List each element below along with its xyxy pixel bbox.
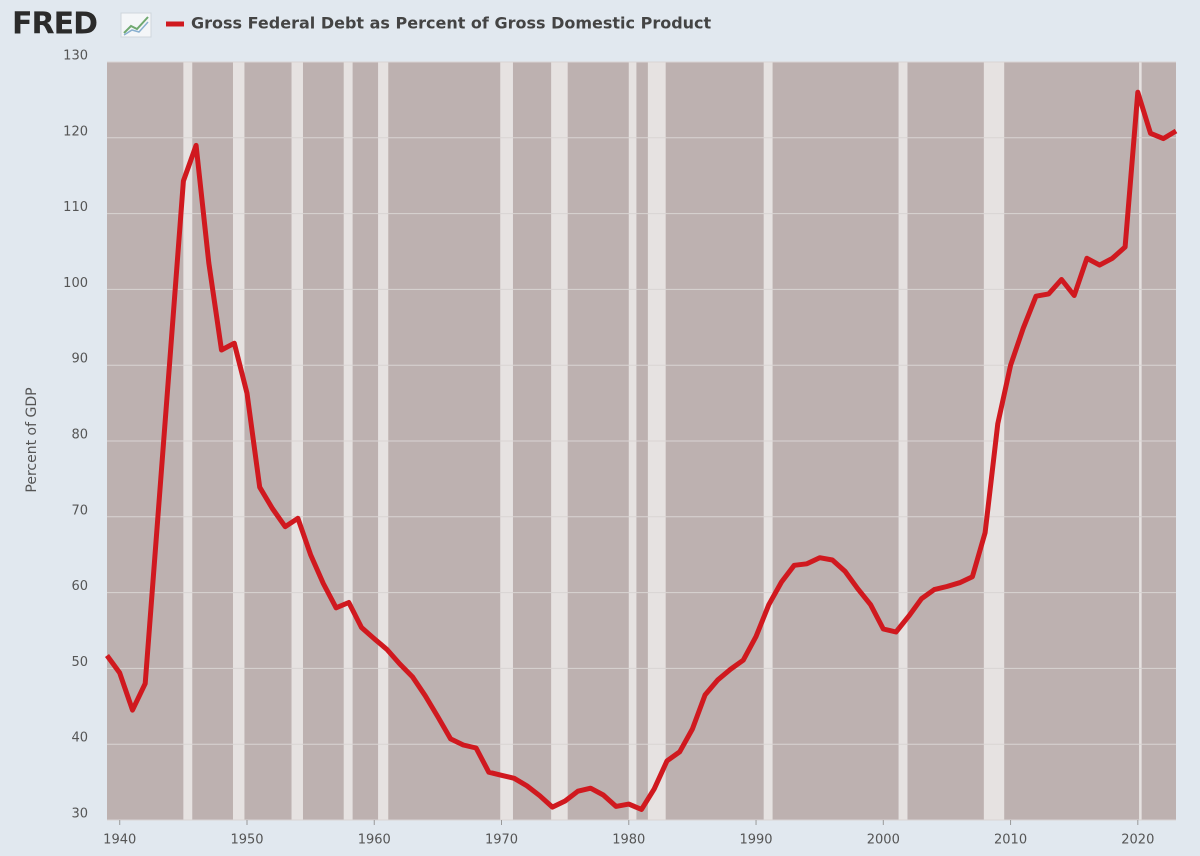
x-tick-label: 1980 bbox=[612, 833, 645, 848]
x-tick-label: 1960 bbox=[358, 833, 391, 848]
y-tick-label: 110 bbox=[63, 200, 88, 215]
y-axis-label: Percent of GDP bbox=[24, 387, 40, 492]
x-tick-label: 1940 bbox=[103, 833, 136, 848]
logo-icon bbox=[120, 12, 152, 38]
data-line bbox=[104, 89, 1178, 812]
x-tick-label: 1950 bbox=[230, 833, 263, 848]
y-tick-label: 40 bbox=[71, 731, 88, 746]
y-tick-label: 30 bbox=[71, 807, 88, 822]
y-tick-label: 50 bbox=[71, 655, 88, 670]
y-tick-label: 70 bbox=[71, 503, 88, 518]
x-tick-label: 2010 bbox=[994, 833, 1027, 848]
legend-label: Gross Federal Debt as Percent of Gross D… bbox=[191, 14, 712, 33]
y-tick-label: 120 bbox=[63, 124, 88, 139]
y-tick-label: 90 bbox=[71, 352, 88, 367]
y-tick-label: 80 bbox=[71, 428, 88, 443]
x-tick-label: 2020 bbox=[1121, 833, 1154, 848]
x-tick-label: 2000 bbox=[867, 833, 900, 848]
x-tick-label: 1970 bbox=[485, 833, 518, 848]
logo: FRED bbox=[12, 7, 97, 42]
y-tick-label: 60 bbox=[71, 579, 88, 594]
y-tick-label: 100 bbox=[63, 276, 88, 291]
x-tick-label: 1990 bbox=[739, 833, 772, 848]
y-tick-label: 130 bbox=[63, 49, 88, 64]
